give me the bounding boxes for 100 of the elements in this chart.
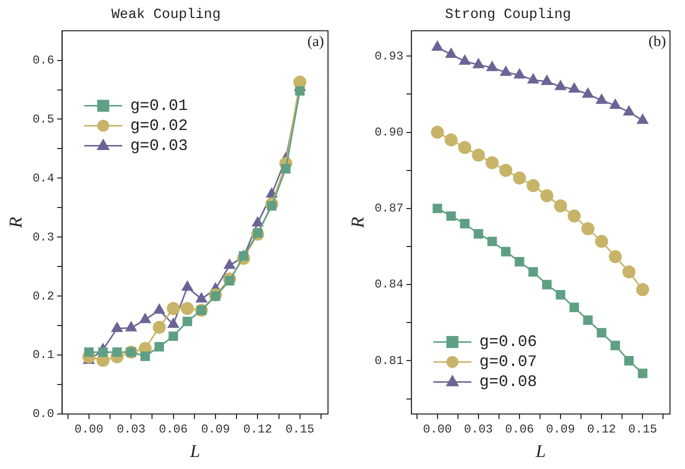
y-tick-label: 0.90: [374, 125, 404, 140]
point: [182, 280, 194, 291]
x-tick-label: 0.12: [587, 422, 616, 436]
point: [166, 302, 180, 315]
annotation: (a): [307, 34, 324, 50]
point: [554, 199, 568, 212]
point: [595, 234, 608, 248]
point: [446, 211, 456, 221]
x-tick-label: 0.15: [285, 422, 314, 436]
y-tick-label: 0.81: [374, 354, 404, 368]
y-tick-label: 0.87: [374, 202, 404, 216]
y-tick-label: 0.6: [32, 53, 54, 68]
legend-label: g=0.01: [130, 97, 188, 116]
x-tick-label: 0.06: [505, 422, 534, 436]
point: [295, 86, 305, 96]
y-tick-label: 0.84: [374, 278, 404, 292]
y-tick-label: 0.5: [32, 112, 54, 126]
point: [596, 328, 606, 338]
point: [432, 40, 444, 51]
chart-title: Strong Coupling: [444, 7, 572, 24]
x-tick-label: 0.00: [422, 422, 452, 436]
point: [636, 114, 648, 124]
point: [500, 66, 512, 76]
point: [554, 80, 566, 90]
point: [111, 322, 123, 332]
point: [514, 68, 526, 78]
y-axis-title: R: [6, 216, 26, 229]
point: [512, 171, 526, 184]
point: [569, 302, 579, 312]
legend-label: g=0.03: [130, 137, 188, 156]
legend-label: g=0.08: [479, 373, 538, 392]
point: [112, 347, 122, 357]
point: [472, 148, 485, 162]
point: [84, 347, 94, 357]
y-tick-label: 0.93: [374, 49, 404, 64]
point: [458, 141, 472, 154]
point: [568, 210, 581, 223]
point: [624, 356, 634, 366]
point: [581, 222, 594, 236]
point: [556, 290, 566, 300]
point: [540, 189, 554, 202]
point: [610, 340, 620, 350]
point: [542, 280, 552, 290]
point: [514, 256, 524, 266]
point: [125, 321, 137, 332]
point: [527, 74, 539, 84]
x-tick-label: 0.12: [243, 422, 272, 436]
y-tick-label: 0.4: [32, 171, 54, 186]
x-tick-label: 0.03: [116, 422, 146, 436]
point: [541, 75, 553, 86]
point: [582, 88, 594, 98]
annotation: (b): [648, 34, 666, 50]
point: [196, 292, 208, 303]
y-tick-label: 0.0: [32, 407, 54, 422]
x-tick-label: 0.00: [74, 422, 104, 436]
point: [499, 164, 512, 177]
point: [472, 58, 484, 68]
legend-label: g=0.07: [479, 353, 538, 372]
point: [139, 313, 151, 324]
point: [432, 204, 442, 214]
point: [180, 302, 194, 315]
point: [568, 82, 580, 93]
point: [638, 368, 648, 378]
x-tick-label: 0.15: [628, 422, 658, 436]
x-tick-label: 0.09: [546, 422, 575, 436]
point: [224, 258, 236, 269]
point: [98, 347, 108, 357]
point: [182, 316, 192, 326]
point: [528, 267, 538, 277]
y-tick-label: 0.3: [32, 230, 54, 244]
point: [252, 216, 264, 226]
point: [168, 331, 178, 341]
point: [623, 106, 635, 116]
x-axis-title: L: [189, 440, 200, 461]
point: [152, 320, 166, 334]
x-axis-title: L: [534, 440, 546, 461]
point: [610, 98, 621, 109]
point: [622, 265, 636, 278]
point: [154, 304, 165, 314]
point: [168, 318, 179, 328]
point: [486, 156, 499, 170]
y-tick-label: 0.2: [32, 289, 54, 304]
point: [608, 250, 622, 264]
point: [445, 48, 457, 58]
legend-label: g=0.06: [479, 333, 538, 352]
point: [636, 283, 650, 296]
point: [444, 133, 458, 146]
x-tick-label: 0.06: [158, 422, 188, 436]
point: [526, 179, 540, 192]
point: [486, 61, 498, 72]
point: [430, 126, 444, 139]
point: [474, 229, 484, 239]
y-tick-label: 0.1: [32, 348, 54, 362]
point: [487, 236, 497, 246]
point: [596, 94, 608, 104]
point: [154, 342, 164, 352]
legend-label: g=0.02: [130, 117, 188, 136]
point: [459, 54, 470, 65]
chart-title: Weak Coupling: [111, 7, 221, 24]
x-tick-label: 0.09: [201, 422, 230, 436]
